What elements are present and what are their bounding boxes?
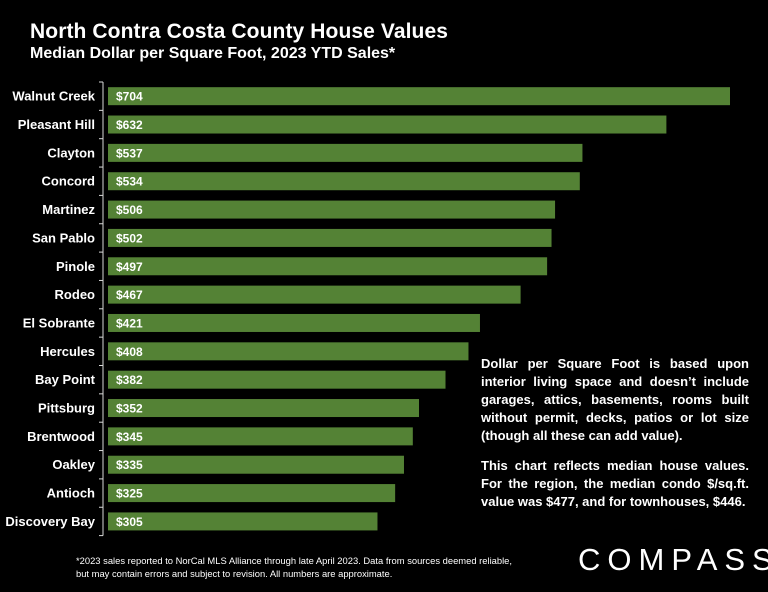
bar-value-label: $408 xyxy=(116,345,143,359)
bar-value-label: $382 xyxy=(116,373,143,387)
bar-value-label: $305 xyxy=(116,515,143,529)
bar xyxy=(108,285,521,304)
note-paragraph-2: This chart reflects median house values.… xyxy=(481,458,749,509)
category-label: Rodeo xyxy=(55,287,96,302)
bar-value-label: $467 xyxy=(116,288,143,302)
bar xyxy=(108,484,396,503)
bar xyxy=(108,172,580,191)
bar-value-label: $704 xyxy=(116,90,143,104)
category-label: Brentwood xyxy=(27,429,95,444)
category-label: Martinez xyxy=(42,202,95,217)
bar-value-label: $506 xyxy=(116,203,143,217)
bar xyxy=(108,200,556,219)
chart-subtitle: Median Dollar per Square Foot, 2023 YTD … xyxy=(30,45,396,62)
bar xyxy=(108,342,469,361)
bar xyxy=(108,313,480,332)
bar-value-label: $345 xyxy=(116,430,143,444)
category-label: Walnut Creek xyxy=(12,89,95,104)
bar-value-label: $352 xyxy=(116,402,143,416)
bar xyxy=(108,115,667,134)
bar-value-label: $335 xyxy=(116,458,143,472)
bar-value-label: $325 xyxy=(116,487,143,501)
bar-chart: Walnut Creek $704 Pleasant Hill $632 Clayton… xyxy=(5,81,730,537)
bar xyxy=(108,427,413,446)
bar xyxy=(108,399,419,418)
category-label: Bay Point xyxy=(35,372,96,387)
footnote: *2023 sales reported to NorCal MLS Allia… xyxy=(76,555,512,579)
bar xyxy=(108,143,583,162)
bar xyxy=(108,512,378,531)
category-label: San Pablo xyxy=(32,230,95,245)
chart-title: North Contra Costa County House Values xyxy=(30,20,449,43)
bar-value-label: $497 xyxy=(116,260,143,274)
bar xyxy=(108,228,552,247)
bar-value-label: $421 xyxy=(116,316,143,330)
category-label: Pittsburg xyxy=(38,401,95,416)
explanatory-note: Dollar per Square Foot is based upon int… xyxy=(481,355,749,523)
category-label: Oakley xyxy=(52,457,95,472)
compass-logo: COMPASS xyxy=(578,542,768,577)
bar xyxy=(108,370,446,389)
bar-value-label: $502 xyxy=(116,231,143,245)
category-label: Clayton xyxy=(47,145,95,160)
category-label: Pleasant Hill xyxy=(18,117,95,132)
category-label: El Sobrante xyxy=(23,315,95,330)
category-label: Concord xyxy=(42,174,96,189)
bar xyxy=(108,257,548,276)
note-paragraph-1: Dollar per Square Foot is based upon int… xyxy=(481,356,749,443)
bar xyxy=(108,455,404,474)
bar-value-label: $632 xyxy=(116,118,143,132)
bar-value-label: $537 xyxy=(116,146,143,160)
category-label: Hercules xyxy=(40,344,95,359)
category-label: Antioch xyxy=(47,486,95,501)
category-label: Pinole xyxy=(56,259,95,274)
category-label: Discovery Bay xyxy=(5,514,95,529)
bar xyxy=(108,87,730,106)
bar-value-label: $534 xyxy=(116,175,143,189)
